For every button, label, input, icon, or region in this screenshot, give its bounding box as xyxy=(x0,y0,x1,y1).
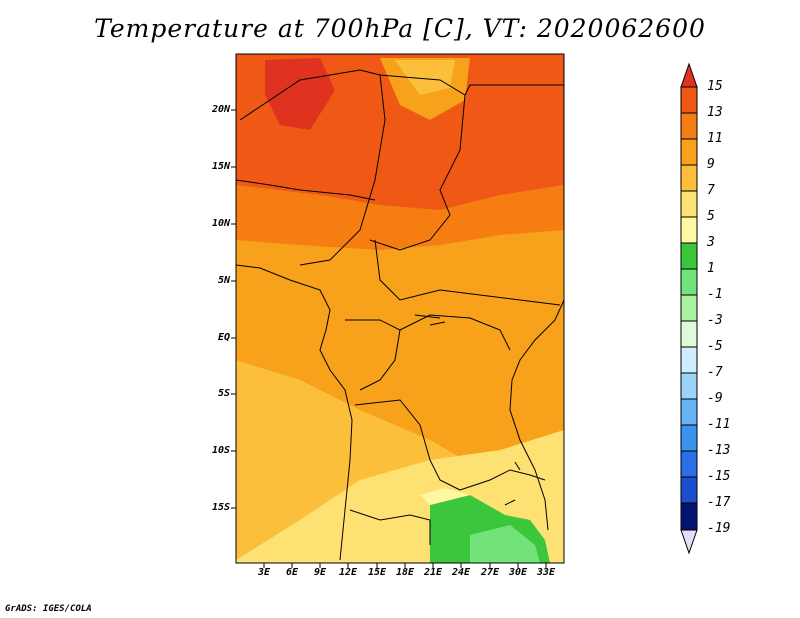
colorbar-swatch xyxy=(680,346,698,374)
colorbar-swatch xyxy=(680,372,698,400)
map-frame xyxy=(235,53,565,564)
lon-label: 12E xyxy=(338,567,358,578)
temperature-field xyxy=(236,54,564,563)
colorbar-swatch xyxy=(680,164,698,192)
colorbar-label: -13 xyxy=(707,443,731,458)
credit-text: GrADS: IGES/COLA xyxy=(5,604,92,614)
lon-label: 6E xyxy=(285,567,299,578)
colorbar-swatch xyxy=(680,424,698,452)
colorbar-label: -7 xyxy=(707,365,723,380)
lon-label: 33E xyxy=(536,567,556,578)
colorbar-label: -15 xyxy=(707,469,731,484)
colorbar-label: -11 xyxy=(707,417,731,432)
lon-label: 21E xyxy=(423,567,443,578)
colorbar-swatch xyxy=(680,138,698,166)
colorbar xyxy=(680,62,698,555)
colorbar-label: 5 xyxy=(707,209,715,224)
colorbar-label: 9 xyxy=(707,157,715,172)
lon-label: 18E xyxy=(395,567,415,578)
lat-label: 5S xyxy=(217,388,230,399)
lon-label: 24E xyxy=(451,567,471,578)
lat-label: 15N xyxy=(211,161,230,172)
lon-label: 3E xyxy=(257,567,271,578)
colorbar-swatch xyxy=(680,190,698,218)
colorbar-top-arrow xyxy=(680,62,698,88)
lon-label: 27E xyxy=(480,567,500,578)
colorbar-label: -19 xyxy=(707,521,731,536)
colorbar-label: -3 xyxy=(707,313,723,328)
coastlines-borders xyxy=(236,69,564,561)
lat-label: 20N xyxy=(211,104,230,115)
colorbar-swatch xyxy=(680,86,698,114)
colorbar-swatch xyxy=(680,502,698,531)
lon-label: 9E xyxy=(313,567,327,578)
chart-title: Temperature at 700hPa [C], VT: 202006260… xyxy=(94,14,706,43)
lon-label: 30E xyxy=(508,567,528,578)
colorbar-label: -5 xyxy=(707,339,723,354)
colorbar-swatch xyxy=(680,320,698,348)
colorbar-swatch xyxy=(680,398,698,426)
colorbar-label: 11 xyxy=(707,131,723,146)
colorbar-label: 1 xyxy=(707,261,715,276)
colorbar-label: -17 xyxy=(707,495,731,510)
lat-label: 10N xyxy=(211,218,230,229)
colorbar-swatch xyxy=(680,242,698,270)
colorbar-swatch xyxy=(680,450,698,478)
colorbar-swatch xyxy=(680,216,698,244)
axis-ticks xyxy=(231,109,547,568)
lat-label: 15S xyxy=(211,502,230,513)
colorbar-label: 13 xyxy=(707,105,723,120)
colorbar-label: 15 xyxy=(707,79,723,94)
lat-label: 10S xyxy=(211,445,230,456)
lat-label: EQ xyxy=(217,332,230,343)
lon-label: 15E xyxy=(367,567,387,578)
colorbar-label: -1 xyxy=(707,287,723,302)
colorbar-swatch xyxy=(680,268,698,296)
colorbar-bottom-arrow xyxy=(680,529,698,555)
colorbar-swatch xyxy=(680,476,698,504)
colorbar-label: 3 xyxy=(707,235,715,250)
colorbar-label: -9 xyxy=(707,391,723,406)
lat-label: 5N xyxy=(217,275,230,286)
colorbar-swatch xyxy=(680,294,698,322)
colorbar-label: 7 xyxy=(707,183,715,198)
colorbar-swatch xyxy=(680,112,698,140)
